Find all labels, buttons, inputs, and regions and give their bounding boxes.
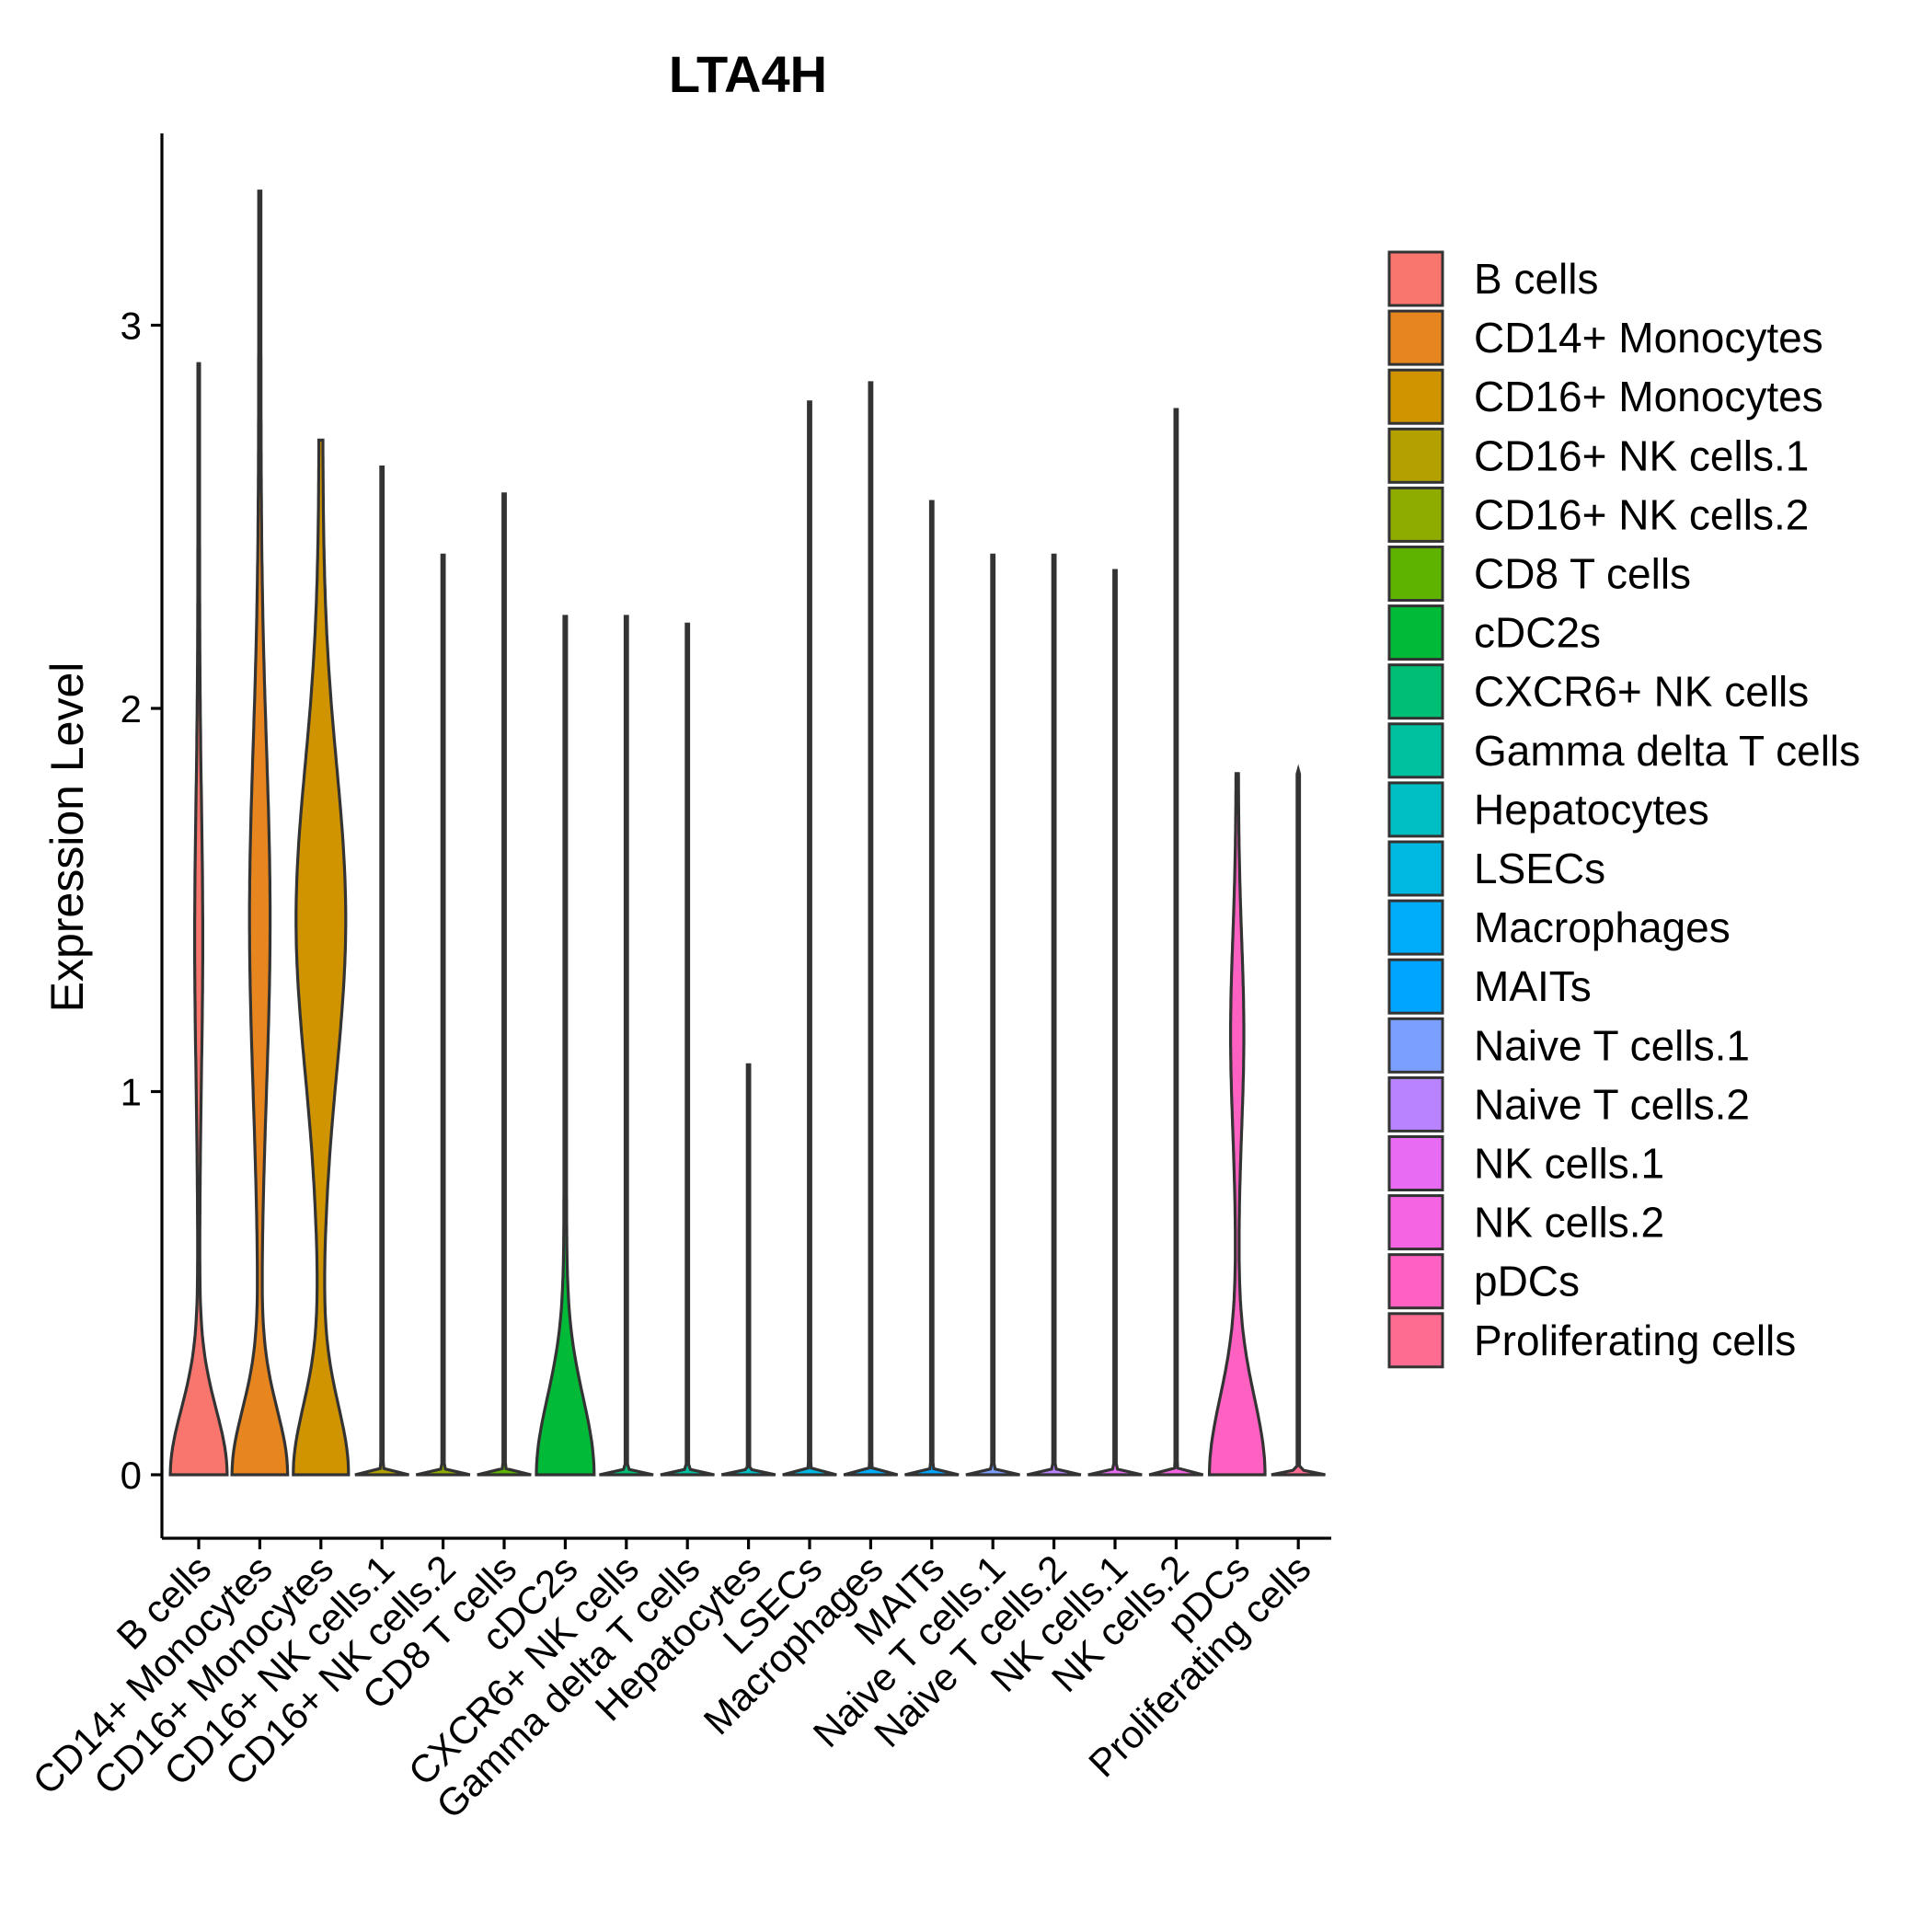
violin-13: [904, 500, 960, 1477]
legend-label: CXCR6+ NK cells: [1474, 668, 1809, 716]
chart-title: LTA4H: [669, 45, 827, 103]
violin-2: [230, 190, 290, 1477]
violin-8: [599, 615, 654, 1477]
legend-label: CD16+ NK cells.2: [1474, 490, 1809, 538]
legend-label: CD16+ NK cells.1: [1474, 431, 1809, 479]
legend-swatch: [1387, 1312, 1444, 1369]
legend-swatch: [1387, 781, 1444, 838]
legend-swatch: [1387, 899, 1444, 956]
violin-19: [1271, 764, 1326, 1477]
y-tick-label: 0: [121, 1454, 142, 1497]
axes-group: 0 1 2 3: [121, 133, 1331, 1549]
legend-label: CD8 T cells: [1474, 550, 1691, 598]
legend-swatch: [1387, 368, 1444, 425]
legend-swatch: [1387, 1135, 1444, 1191]
violins-group: [168, 190, 1326, 1477]
legend-swatch: [1387, 1194, 1444, 1251]
violin-4: [354, 466, 409, 1477]
y-tick-label: 2: [121, 687, 142, 730]
y-axis-title: Expression Level: [41, 662, 93, 1013]
violin-17: [1148, 408, 1204, 1477]
violin-7: [535, 615, 596, 1477]
legend-label: Naive T cells.2: [1474, 1080, 1750, 1128]
legend-swatch: [1387, 486, 1444, 543]
legend-label: CD16+ Monocytes: [1474, 373, 1823, 420]
legend-label: Naive T cells.1: [1474, 1021, 1750, 1069]
legend-label: Proliferating cells: [1474, 1317, 1796, 1364]
violin-1: [168, 362, 229, 1477]
violin-16: [1087, 569, 1143, 1477]
legend-swatch: [1387, 840, 1444, 897]
legend-label: NK cells.2: [1474, 1199, 1664, 1247]
violin-14: [965, 553, 1020, 1477]
legend-label: Hepatocytes: [1474, 786, 1709, 834]
legend-label: CD14+ Monocytes: [1474, 314, 1823, 362]
legend-swatch: [1387, 663, 1444, 720]
legend-swatch: [1387, 722, 1444, 779]
legend-swatch: [1387, 427, 1444, 484]
violin-3: [292, 438, 351, 1477]
legend-label: cDC2s: [1474, 609, 1601, 657]
violin-6: [477, 492, 532, 1477]
violin-18: [1208, 772, 1267, 1477]
y-tick-label: 1: [121, 1071, 142, 1114]
legend-label: NK cells.1: [1474, 1140, 1664, 1188]
violin-10: [720, 1063, 776, 1477]
legend-swatch: [1387, 604, 1444, 661]
legend-swatch: [1387, 1017, 1444, 1074]
legend-swatch: [1387, 958, 1444, 1015]
y-tick-label: 3: [121, 305, 142, 348]
legend-swatch: [1387, 1253, 1444, 1310]
legend-label: pDCs: [1474, 1258, 1580, 1305]
violin-12: [843, 381, 899, 1477]
violin-11: [782, 400, 837, 1477]
violin-5: [415, 553, 471, 1477]
legend-label: Gamma delta T cells: [1474, 727, 1860, 775]
legend-swatch: [1387, 546, 1444, 602]
legend-label: Macrophages: [1474, 903, 1731, 951]
violin-15: [1026, 553, 1082, 1477]
legend-label: B cells: [1474, 255, 1598, 303]
legend-swatch: [1387, 250, 1444, 307]
violin-9: [660, 622, 715, 1477]
legend: B cells CD14+ Monocytes CD16+ Monocytes CD1…: [1387, 250, 1860, 1369]
legend-swatch: [1387, 309, 1444, 366]
legend-swatch: [1387, 1075, 1444, 1133]
legend-label: LSECs: [1474, 845, 1605, 892]
legend-label: MAITs: [1474, 962, 1592, 1010]
